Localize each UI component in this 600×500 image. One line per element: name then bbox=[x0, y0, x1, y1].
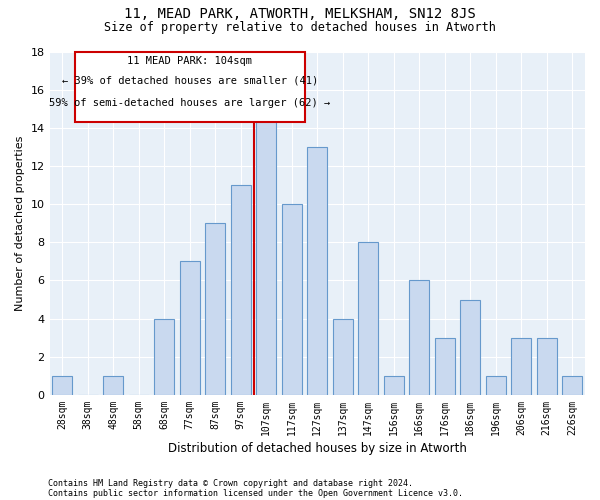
Bar bbox=[460, 300, 481, 395]
Bar bbox=[485, 376, 506, 395]
X-axis label: Distribution of detached houses by size in Atworth: Distribution of detached houses by size … bbox=[168, 442, 467, 455]
Text: 11 MEAD PARK: 104sqm: 11 MEAD PARK: 104sqm bbox=[127, 56, 252, 66]
Bar bbox=[154, 318, 175, 395]
Text: ← 39% of detached houses are smaller (41): ← 39% of detached houses are smaller (41… bbox=[62, 75, 318, 85]
Bar bbox=[281, 204, 302, 395]
Text: 59% of semi-detached houses are larger (62) →: 59% of semi-detached houses are larger (… bbox=[49, 98, 331, 108]
Bar bbox=[230, 185, 251, 395]
Bar bbox=[358, 242, 379, 395]
Bar bbox=[511, 338, 532, 395]
Bar bbox=[205, 223, 226, 395]
Bar bbox=[307, 147, 328, 395]
Text: Contains HM Land Registry data © Crown copyright and database right 2024.: Contains HM Land Registry data © Crown c… bbox=[48, 478, 413, 488]
Bar bbox=[434, 338, 455, 395]
Bar bbox=[409, 280, 430, 395]
Bar bbox=[256, 108, 277, 395]
Bar bbox=[103, 376, 124, 395]
Bar bbox=[332, 318, 353, 395]
Bar bbox=[383, 376, 404, 395]
Y-axis label: Number of detached properties: Number of detached properties bbox=[15, 136, 25, 311]
Text: Contains public sector information licensed under the Open Government Licence v3: Contains public sector information licen… bbox=[48, 488, 463, 498]
FancyBboxPatch shape bbox=[75, 52, 305, 122]
Bar bbox=[562, 376, 583, 395]
Bar bbox=[179, 262, 200, 395]
Text: Size of property relative to detached houses in Atworth: Size of property relative to detached ho… bbox=[104, 21, 496, 34]
Bar bbox=[52, 376, 73, 395]
Text: 11, MEAD PARK, ATWORTH, MELKSHAM, SN12 8JS: 11, MEAD PARK, ATWORTH, MELKSHAM, SN12 8… bbox=[124, 8, 476, 22]
Bar bbox=[536, 338, 557, 395]
